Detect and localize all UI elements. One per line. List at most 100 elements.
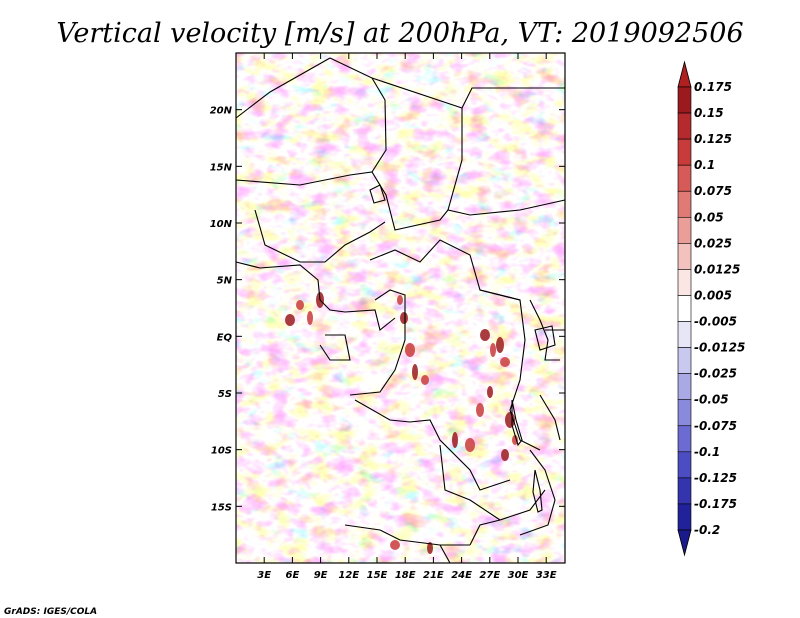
y-tick-label: 10N xyxy=(210,219,233,230)
strong-updraft-cells xyxy=(285,292,518,554)
border-line-mozambique xyxy=(519,449,556,536)
updraft-cell xyxy=(501,449,509,461)
x-tick-label: 24E xyxy=(451,570,472,581)
colorbar-label: 0.075 xyxy=(694,184,732,198)
updraft-cell xyxy=(412,364,418,380)
border-line-nigeria xyxy=(254,209,386,263)
x-tick-label: 6E xyxy=(286,570,300,581)
border-line-tanzania xyxy=(539,394,561,441)
colorbar-label: -0.175 xyxy=(694,497,737,511)
colorbar-top-arrow xyxy=(677,60,692,88)
border-line-lakes xyxy=(529,299,560,361)
updraft-cell xyxy=(421,375,429,385)
lake-victoria xyxy=(534,325,556,351)
x-tick-label: 18E xyxy=(395,570,416,581)
y-tick-label: 5N xyxy=(217,276,233,287)
y-tick-label: 10S xyxy=(211,446,232,457)
colorbar-label: 0.005 xyxy=(694,288,732,302)
colorbar-label: 0.05 xyxy=(694,210,724,224)
updraft-cell xyxy=(496,337,504,353)
border-line-angola xyxy=(354,399,511,491)
colorbar-label: -0.125 xyxy=(694,471,737,485)
x-tick-label: 33E xyxy=(536,570,557,581)
colorbar-swatch xyxy=(677,216,692,244)
colorbar-swatch xyxy=(677,477,692,505)
colorbar-swatch xyxy=(677,373,692,401)
updraft-cell xyxy=(390,540,400,550)
x-tick-label: 9E xyxy=(314,570,328,581)
border-line-botswana xyxy=(439,519,501,564)
border-line-zambia xyxy=(439,444,546,521)
border-line-congo-river xyxy=(349,289,406,396)
plot-area xyxy=(236,53,565,563)
border-line-gabon xyxy=(319,334,351,361)
x-tick-label: 21E xyxy=(423,570,444,581)
x-tick-label: 12E xyxy=(338,570,359,581)
colorbar-label: 0.15 xyxy=(694,106,724,120)
colorbar-swatch xyxy=(677,112,692,140)
colorbar-label: -0.2 xyxy=(694,523,720,537)
lake-tanganyika xyxy=(511,399,523,447)
colorbar-swatch xyxy=(677,164,692,192)
colorbar-label: 0.1 xyxy=(694,158,715,172)
colorbar-label: -0.05 xyxy=(694,393,729,407)
border-line-cameroon xyxy=(319,299,396,331)
y-tick-label: 15S xyxy=(211,502,232,513)
updraft-cell xyxy=(296,300,304,310)
colorbar-swatch xyxy=(677,425,692,453)
colorbar-swatch xyxy=(677,399,692,427)
lake-chad xyxy=(369,184,386,204)
y-tick-label: 15N xyxy=(210,162,233,173)
y-tick-label: 5S xyxy=(218,389,232,400)
x-tick-label: 15E xyxy=(367,570,388,581)
updraft-cell xyxy=(307,311,313,325)
colorbar-swatch xyxy=(677,243,692,270)
x-axis: 3E 6E 9E 12E 15E 18E 21E 24E 27E 30E 33E xyxy=(257,53,557,581)
border-line-egypt xyxy=(461,87,565,109)
updraft-cell xyxy=(452,432,458,448)
colorbar-label: -0.0125 xyxy=(694,341,745,355)
colorbar-label: 0.0125 xyxy=(694,262,740,276)
colorbar-swatch xyxy=(677,269,692,296)
velocity-field xyxy=(236,53,565,563)
updraft-cell xyxy=(465,438,475,452)
colorbar: 0.175 0.15 0.125 0.1 0.075 0.05 0.025 0.0125 0.0… xyxy=(677,60,745,557)
border-line-sahel xyxy=(235,171,566,231)
updraft-cell xyxy=(512,435,518,445)
colorbar-swatch xyxy=(677,190,692,218)
x-tick-label: 3E xyxy=(257,570,271,581)
colorbar-swatch xyxy=(677,321,692,348)
colorbar-label: -0.025 xyxy=(694,367,737,381)
colorbar-label: 0.125 xyxy=(694,132,732,146)
updraft-cell xyxy=(476,403,484,417)
x-tick-label: 30E xyxy=(508,570,529,581)
country-borders xyxy=(235,57,566,564)
updraft-cell xyxy=(490,343,496,357)
x-tick-label: 27E xyxy=(479,570,500,581)
updraft-cell xyxy=(405,343,415,357)
border-line-sahara xyxy=(235,57,387,173)
updraft-cell xyxy=(400,312,408,324)
updraft-cell xyxy=(487,386,493,398)
updraft-cell xyxy=(480,329,490,341)
colorbar-label: -0.005 xyxy=(694,315,737,329)
lake-malawi xyxy=(532,469,543,513)
border-line-coast-west xyxy=(235,261,321,301)
updraft-cell xyxy=(427,542,433,554)
colorbar-label: -0.1 xyxy=(694,445,720,459)
border-line-drc-east xyxy=(479,289,541,451)
y-tick-label: 20N xyxy=(210,106,233,117)
grads-credit: GrADS: IGES/COLA xyxy=(4,607,97,617)
border-line-angola-south xyxy=(344,524,470,546)
chart-title: Vertical velocity [m/s] at 200hPa, VT: 2… xyxy=(56,18,743,49)
updraft-cell xyxy=(285,314,295,326)
colorbar-label: -0.075 xyxy=(694,419,737,433)
y-axis: 20N 15N 10N 5N EQ 5S 10S 15S xyxy=(210,106,565,513)
colorbar-swatch xyxy=(677,295,692,322)
colorbar-label: 0.025 xyxy=(694,236,732,250)
colorbar-bottom-arrow xyxy=(677,529,692,557)
updraft-cell xyxy=(397,295,403,305)
y-tick-label: EQ xyxy=(217,332,233,343)
plot-frame xyxy=(235,52,566,564)
